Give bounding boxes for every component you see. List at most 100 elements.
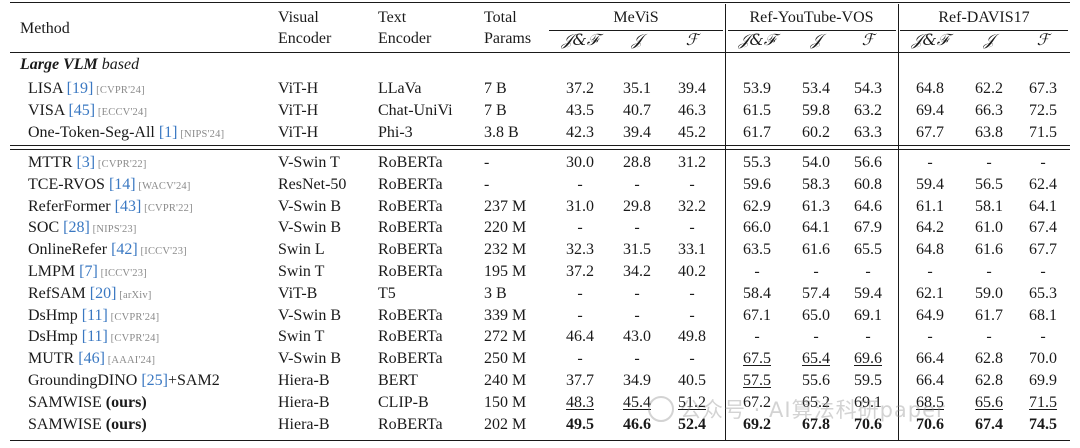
citation-link[interactable]: [42]	[111, 241, 138, 259]
venue-tag: [ICCV'23]	[97, 268, 147, 279]
params-cell: 232 M	[484, 241, 527, 259]
header-rule	[10, 52, 1070, 53]
score-cell: 59.8	[802, 101, 830, 119]
method-cell: RefSAM [20] [arXiv]	[28, 283, 152, 305]
method-cell: MUTR [46] [AAAI'24]	[28, 348, 155, 370]
citation-link[interactable]: [11]	[81, 306, 108, 324]
citation-link[interactable]: [45]	[68, 101, 96, 119]
group-label-large-vlm: Large VLM based	[20, 56, 140, 73]
score-cell: 67.4	[1029, 219, 1057, 237]
score-cell: 66.4	[916, 350, 944, 368]
score-cell: 70.6	[916, 415, 944, 433]
citation-link[interactable]: [46]	[78, 350, 105, 368]
table-row: SAMWISE (ours) Hiera-B CLIP-B 150 M 48.3 45.4…	[0, 392, 1080, 414]
text-encoder-cell: RoBERTa	[378, 350, 443, 368]
citation-link[interactable]: [43]	[114, 197, 142, 215]
citation-link[interactable]: [1]	[158, 123, 178, 141]
score-cell: 67.7	[916, 123, 944, 141]
metric-header-j: 𝒥	[983, 30, 995, 49]
text-encoder-cell: BERT	[378, 372, 418, 389]
citation-link[interactable]: [7]	[79, 263, 98, 280]
method-name: LMPM	[28, 263, 80, 280]
score-cell: -	[927, 263, 933, 280]
metric-header-j: 𝒥	[810, 30, 822, 49]
dataset-underline-mevis	[549, 30, 723, 31]
params-cell: 240 M	[484, 372, 527, 389]
score-cell: -	[577, 350, 583, 368]
score-cell: -	[577, 175, 583, 193]
params-cell: -	[484, 175, 490, 193]
score-cell: -	[1040, 154, 1046, 171]
venue-tag: [NIPS'24]	[177, 128, 225, 140]
score-cell: 31.5	[623, 241, 651, 259]
score-cell: 45.2	[678, 123, 706, 141]
table-row: SAMWISE (ours) Hiera-B RoBERTa 202 M 49.5 46.…	[0, 414, 1080, 436]
venue-tag: [CVPR'24]	[107, 333, 160, 345]
citation-link[interactable]: [19]	[66, 80, 94, 97]
citation-link[interactable]: [3]	[76, 154, 96, 171]
score-cell: 39.4	[678, 80, 706, 97]
method-name: SAMWISE	[28, 415, 106, 433]
table-row: ReferFormer [43] [CVPR'22] V-Swin B RoBERT…	[0, 196, 1080, 218]
method-cell: LISA [19] [CVPR'24]	[28, 78, 145, 100]
score-cell: -	[634, 350, 640, 368]
score-cell: 29.8	[623, 197, 651, 215]
ours-label: (ours)	[105, 393, 147, 411]
params-cell: 272 M	[484, 328, 527, 346]
score-cell: 51.2	[678, 393, 706, 411]
method-name: DsHmp	[28, 328, 82, 346]
score-cell: 59.6	[743, 175, 771, 193]
table-row: TCE-RVOS [14] [WACV'24] ResNet-50 RoBERTa -…	[0, 174, 1080, 196]
score-cell: -	[634, 175, 640, 193]
score-cell: 64.1	[1029, 197, 1057, 215]
table-row: LISA [19] [CVPR'24] ViT-H LLaVa 7 B 37.2 35.1…	[0, 78, 1080, 100]
score-cell: 43.5	[566, 101, 594, 119]
score-cell: 58.3	[802, 175, 830, 193]
score-cell: 66.4	[916, 372, 944, 389]
text-encoder-cell: RoBERTa	[378, 328, 443, 346]
table-row: GroundingDINO [25]+SAM2 Hiera-B BERT 240 M 3…	[0, 370, 1080, 392]
text-encoder-cell: RoBERTa	[378, 175, 443, 193]
method-name: LISA	[28, 80, 67, 97]
score-cell: 28.8	[623, 154, 651, 171]
visual-encoder-cell: Hiera-B	[278, 372, 330, 389]
method-cell: MTTR [3] [CVPR'22]	[28, 152, 147, 174]
dataset-underline-refyoutube	[728, 30, 896, 31]
venue-tag: [NIPS'23]	[89, 224, 137, 236]
score-cell: 69.2	[743, 415, 771, 433]
score-cell: 64.2	[916, 219, 944, 237]
score-cell: 37.7	[566, 372, 594, 389]
score-cell: 61.3	[802, 197, 830, 215]
score-cell: 56.6	[854, 154, 882, 171]
citation-link[interactable]: [20]	[89, 284, 117, 302]
score-cell: 58.1	[975, 197, 1003, 215]
text-encoder-cell: RoBERTa	[378, 197, 443, 215]
method-name: One-Token-Seg-All	[28, 123, 159, 141]
score-cell: -	[689, 350, 695, 368]
citation-link[interactable]: [14]	[108, 175, 136, 193]
visual-encoder-cell: V-Swin B	[278, 350, 341, 368]
citation-link[interactable]: [25]	[141, 372, 168, 389]
score-cell: 59.0	[975, 284, 1003, 302]
group-separator-rule-1	[10, 145, 1070, 146]
method-name: SAMWISE	[28, 393, 106, 411]
text-encoder-cell: RoBERTa	[378, 306, 443, 324]
group-separator-rule-2	[10, 149, 1070, 150]
score-cell: 40.2	[678, 263, 706, 280]
score-cell: 62.4	[1029, 175, 1057, 193]
score-cell: 46.4	[566, 328, 594, 346]
params-cell: 3 B	[484, 284, 507, 302]
method-name: ReferFormer	[28, 197, 115, 215]
visual-encoder-cell: Hiera-B	[278, 393, 330, 411]
score-cell: 33.1	[678, 241, 706, 259]
visual-encoder-cell: ViT-B	[278, 284, 318, 302]
citation-link[interactable]: [28]	[63, 219, 90, 237]
score-cell: 67.1	[743, 306, 771, 324]
method-cell: SAMWISE (ours)	[28, 392, 147, 414]
score-cell: 62.2	[975, 80, 1003, 97]
text-encoder-cell: RoBERTa	[378, 154, 443, 171]
visual-encoder-cell: Hiera-B	[278, 415, 330, 433]
score-cell: 61.7	[743, 123, 771, 141]
visual-encoder-cell: ViT-H	[278, 123, 319, 141]
citation-link[interactable]: [11]	[81, 328, 108, 346]
